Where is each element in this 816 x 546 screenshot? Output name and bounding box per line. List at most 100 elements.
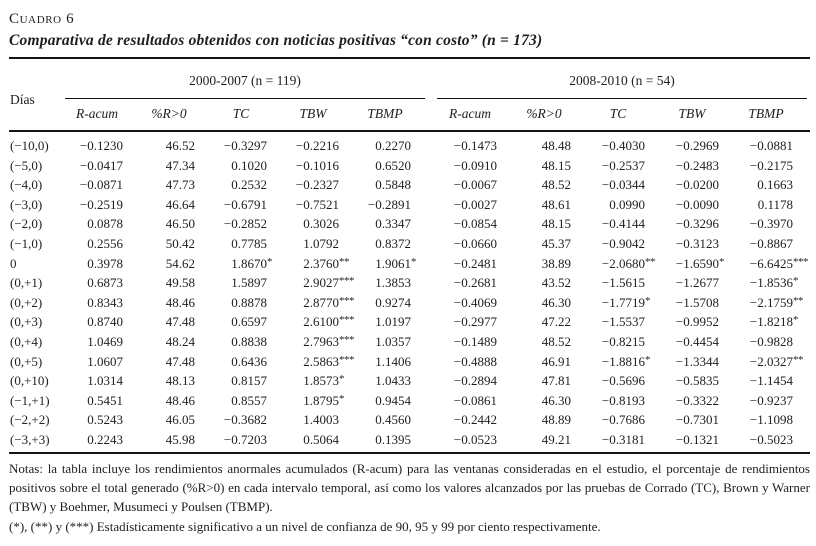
significance-stars (497, 234, 511, 254)
significance-stars (645, 410, 659, 430)
table-body: (−10,0) −0.1230 46.52 −0.3297 −0.2216 0.2270−… (9, 132, 810, 450)
significance-stars (195, 195, 209, 215)
significance-stars: * (267, 255, 273, 268)
significance-stars (793, 214, 807, 234)
table-cell: −0.0910 (437, 156, 511, 176)
significance-stars (645, 273, 659, 293)
significance-stars (793, 332, 807, 352)
table-cell: −0.0871 (65, 175, 137, 195)
table-cell: 47.73 (137, 175, 209, 195)
table-row: (0,+10) 1.0314 48.13 0.8157 1.8573 * 1.0433 −0.… (9, 371, 810, 391)
table-caption: Cuadro 6 Comparativa de resultados obten… (9, 10, 810, 51)
table-cell: −0.7686 (585, 410, 659, 430)
table-cell: −0.2175 (733, 156, 807, 176)
sub-header-row: R-acum %R>0 TC TBW TBMP R-acum %R>0 TC T… (9, 104, 810, 123)
table-cell: −1.8816 * (585, 352, 659, 372)
significance-stars (571, 332, 585, 352)
col-header-tbw-right: TBW (678, 106, 706, 121)
rule-below-header (9, 130, 810, 132)
table-cell: 0.2243 (65, 430, 137, 450)
significance-stars (195, 254, 209, 274)
significance-stars (497, 332, 511, 352)
significance-stars (719, 410, 733, 430)
table-cell: 0.0990 (585, 195, 659, 215)
table-row: (−4,0) −0.0871 47.73 0.2532 −0.2327 0.5848 −0.… (9, 175, 810, 195)
significance-stars (497, 391, 511, 411)
table-cell: −1.6590 * (659, 254, 733, 274)
rule-below-title (9, 57, 810, 59)
table-cell: −0.2852 (209, 214, 281, 234)
significance-stars (497, 254, 511, 274)
table-title: Comparativa de resultados obtenidos con … (9, 32, 543, 49)
table-cell: −0.2977 (437, 312, 511, 332)
table-cell: 0.9454 (353, 391, 425, 411)
significance-stars (719, 371, 733, 391)
table-cell: −0.0523 (437, 430, 511, 450)
significance-stars (195, 136, 209, 156)
panel-gap (425, 136, 437, 156)
table-row: (−3,0) −0.2519 46.64 −0.6791 −0.7521 −0.2891−… (9, 195, 810, 215)
table-row: (0,+1) 0.6873 49.58 1.5897 2.9027 *** 1.3853 −0… (9, 273, 810, 293)
significance-stars: *** (339, 294, 355, 307)
table-cell: 1.8670 * (209, 254, 281, 274)
table-cell: 1.4003 (281, 410, 353, 430)
significance-stars (497, 293, 511, 313)
significance-stars (123, 156, 137, 176)
table-cell: 0.5243 (65, 410, 137, 430)
table-cell: −0.0200 (659, 175, 733, 195)
significance-stars (339, 430, 353, 450)
rule-above-notes (9, 451, 810, 454)
table-cell: 0.8878 (209, 293, 281, 313)
significance-stars (645, 332, 659, 352)
significance-stars (645, 430, 659, 450)
significance-stars (497, 273, 511, 293)
table-cell: 1.8573 * (281, 371, 353, 391)
table-cell: 54.62 (137, 254, 209, 274)
significance-stars (645, 136, 659, 156)
significance-stars (411, 312, 425, 332)
significance-stars (195, 430, 209, 450)
col-header-tc-left: TC (232, 106, 250, 121)
significance-stars (123, 352, 137, 372)
significance-stars (123, 391, 137, 411)
significance-stars (123, 234, 137, 254)
significance-stars (719, 352, 733, 372)
significance-stars (645, 214, 659, 234)
significance-stars: * (719, 255, 725, 268)
significance-stars (571, 293, 585, 313)
table-cell: −0.0027 (437, 195, 511, 215)
group-spanner-row (9, 97, 810, 99)
table-cell: 46.52 (137, 136, 209, 156)
table-row: (−1,+1) 0.5451 48.46 0.8557 1.8795 * 0.9454 −0.… (9, 391, 810, 411)
table-cell: −0.9828 (733, 332, 807, 352)
table-cell: −0.1489 (437, 332, 511, 352)
significance-stars (267, 214, 281, 234)
significance-stars: * (339, 392, 345, 405)
significance-stars (571, 195, 585, 215)
significance-stars (497, 352, 511, 372)
table-cell: 45.37 (511, 234, 585, 254)
col-header-tbmp-right: TBMP (748, 106, 784, 121)
significance-stars: *** (339, 275, 355, 288)
significance-stars (267, 273, 281, 293)
significance-stars (267, 410, 281, 430)
table-cell: 1.3853 (353, 273, 425, 293)
col-header-pctr-right: %R>0 (526, 106, 562, 121)
table-cell: 48.89 (511, 410, 585, 430)
table-cell: 48.61 (511, 195, 585, 215)
significance-stars (793, 156, 807, 176)
significance-stars (719, 234, 733, 254)
table-cell: 0.8157 (209, 371, 281, 391)
significance-stars (497, 430, 511, 450)
row-label: (0,+4) (10, 333, 43, 349)
significance-stars (793, 195, 807, 215)
table-cell: 46.50 (137, 214, 209, 234)
table-cell: −0.3123 (659, 234, 733, 254)
row-label: (−2,+2) (10, 412, 50, 428)
table-cell: −0.7521 (281, 195, 353, 215)
panel-gap (425, 352, 437, 372)
significance-stars (719, 391, 733, 411)
table-cell: 0.6520 (353, 156, 425, 176)
table-cell: 2.3760 ** (281, 254, 353, 274)
table-cell: −1.7719 * (585, 293, 659, 313)
